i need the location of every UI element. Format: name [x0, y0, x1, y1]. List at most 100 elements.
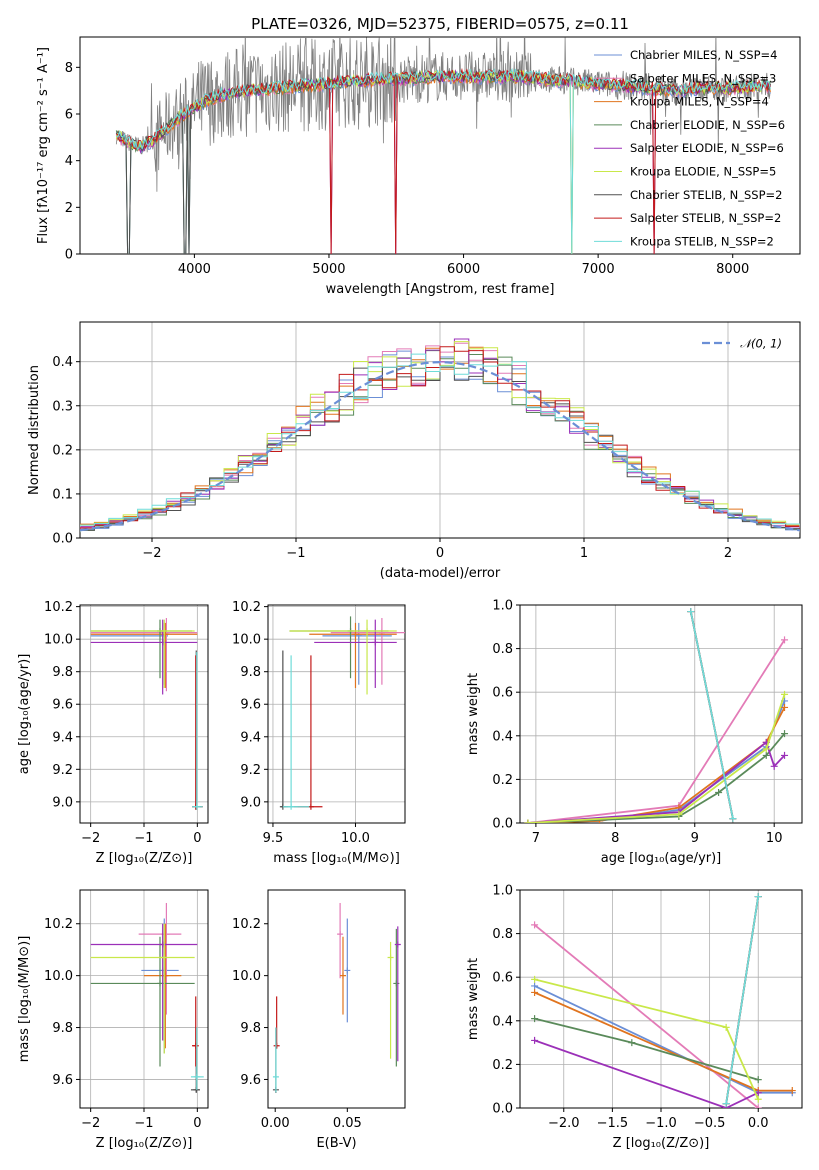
- series-point-salpeter_miles: [531, 921, 539, 929]
- y-tick-label: 10.2: [44, 600, 73, 615]
- x-tick-label: 2: [724, 546, 732, 561]
- y-axis-label: mass weight: [466, 673, 481, 755]
- data-point-kroupa_stelib: [193, 1073, 200, 1080]
- series-point-kroupa_elodie: [722, 1023, 730, 1031]
- y-tick-label: 10.2: [232, 600, 261, 615]
- series-point-kroupa_miles: [781, 703, 789, 711]
- data-point-chabrier_elodie: [157, 980, 163, 987]
- x-tick-label: 8: [611, 831, 619, 846]
- x-tick-label: −1: [134, 831, 153, 846]
- series-point-kroupa_elodie: [754, 1095, 762, 1103]
- y-axis-label: mass weight: [466, 958, 481, 1040]
- y-tick-label: 10.0: [232, 633, 261, 648]
- y-tick-label: 6: [65, 108, 73, 123]
- y-tick-label: 0.0: [492, 1102, 513, 1117]
- x-tick-label: 4000: [178, 262, 211, 277]
- y-axis-label: mass [log₁₀(M/M⊙)]: [17, 936, 32, 1063]
- x-tick-label: 10.0: [341, 831, 370, 846]
- x-tick-label: 9: [691, 831, 699, 846]
- y-tick-label: 9.8: [52, 1021, 73, 1036]
- series-point-chabrier_elodie: [781, 730, 789, 738]
- data-point-kroupa_miles: [162, 631, 169, 638]
- axes-frame: [267, 889, 406, 1109]
- x-tick-label: 8000: [716, 262, 749, 277]
- gaussian-reference-line: [80, 360, 800, 532]
- x-tick-label: −0.5: [694, 1116, 726, 1131]
- histograms: [80, 338, 800, 533]
- data-point-salpeter_elodie: [372, 639, 379, 646]
- series-point-salpeter_elodie: [770, 762, 778, 770]
- x-axis-label: Z [log₁₀(Z/Z⊙)]: [613, 1136, 710, 1151]
- y-tick-label: 0.0: [52, 532, 73, 547]
- y-axis-label: Flux [fλ10⁻¹⁷ erg cm⁻² s⁻¹ A⁻¹]: [36, 47, 51, 244]
- legend-label: Kroupa ELODIE, N_SSP=5: [630, 165, 776, 179]
- y-tick-label: 9.0: [240, 795, 261, 810]
- y-tick-label: 0.3: [52, 399, 73, 414]
- y-tick-label: 9.8: [52, 665, 73, 680]
- data-point-chabrier_miles: [344, 967, 351, 974]
- spectrum-lines: [115, 37, 771, 254]
- y-axis-label: age [log₁₀(age/yr)]: [17, 654, 32, 775]
- y-tick-label: 10.0: [44, 969, 73, 984]
- series-line-kroupa_stelib: [689, 611, 734, 819]
- x-axis-label: age [log₁₀(age/yr)]: [601, 851, 722, 866]
- y-tick-label: 9.4: [52, 730, 73, 745]
- y-tick-label: 0.8: [492, 642, 513, 657]
- series-line-chabrier_miles: [527, 700, 786, 823]
- x-tick-label: 0: [193, 1116, 201, 1131]
- data-point-kroupa_elodie: [161, 628, 168, 635]
- series-line-kroupa_elodie: [527, 694, 786, 823]
- x-tick-label: 0: [436, 546, 444, 561]
- y-tick-label: 9.6: [52, 1073, 73, 1088]
- x-tick-label: 7000: [582, 262, 615, 277]
- mass-vs-metallicity-panel: −2 −1 0 9.6 9.8 10.0 10.2 Z [log₁₀(Z/Z⊙)] mass […: [17, 889, 209, 1151]
- y-tick-label: 0.4: [492, 729, 513, 744]
- x-tick-label: 10: [766, 831, 783, 846]
- x-tick-label: −2: [81, 831, 100, 846]
- x-tick-label: 1: [580, 546, 588, 561]
- data-points: [90, 902, 204, 1093]
- legend-label: Chabrier MILES, N_SSP=4: [630, 48, 777, 62]
- series-line-chabrier_elodie: [527, 733, 786, 823]
- series-point-chabrier_elodie: [628, 1039, 636, 1047]
- data-point-kroupa_miles: [339, 972, 346, 979]
- data-point-salpeter_miles: [337, 931, 344, 938]
- series-point-kroupa_elodie: [531, 975, 539, 983]
- y-tick-label: 0.0: [492, 817, 513, 832]
- data-point-salpeter_stelib: [192, 1042, 199, 1049]
- spectrum-panel: 4000 5000 6000 7000 8000 0 2 4 6 8 wavelength [Ang…: [36, 36, 801, 297]
- series-line-chabrier_miles: [534, 985, 793, 1094]
- legend-label: Chabrier ELODIE, N_SSP=6: [630, 118, 785, 132]
- series-lines: [531, 893, 796, 1108]
- x-tick-label: −1.5: [597, 1116, 629, 1131]
- age-vs-mass-panel: 9.5 10.0 9.0 9.2 9.4 9.6 9.8 10.0 10.2 mass [log₁…: [232, 600, 406, 866]
- y-tick-label: 0.2: [492, 773, 513, 788]
- axes-frame: [519, 604, 803, 824]
- series-point-kroupa_stelib: [722, 1100, 730, 1108]
- y-tick-label: 0.4: [492, 1014, 513, 1029]
- axes-frame: [79, 36, 801, 255]
- series-line-salpeter_elodie: [534, 1039, 759, 1108]
- data-point-kroupa_miles: [162, 972, 169, 979]
- series-point-kroupa_stelib: [687, 608, 695, 616]
- y-tick-label: 9.4: [240, 730, 261, 745]
- y-tick-label: 10.2: [232, 917, 261, 932]
- series-point-kroupa_stelib: [729, 815, 737, 823]
- data-point-kroupa_miles: [352, 631, 359, 638]
- y-tick-label: 9.0: [52, 795, 73, 810]
- massweight-vs-metallicity-panel: −2.0 −1.5 −1.0 −0.5 0.0 0.0 0.2 0.4 0.6 0.8 1.0 Z […: [466, 884, 803, 1151]
- data-point-kroupa_stelib: [272, 1073, 279, 1080]
- axes-frame: [267, 604, 406, 824]
- x-tick-label: −2.0: [548, 1116, 580, 1131]
- x-tick-label: 0.0: [748, 1116, 769, 1131]
- x-axis-label: wavelength [Angstrom, rest frame]: [326, 282, 555, 297]
- y-tick-label: 1.0: [492, 884, 513, 899]
- residual-histogram-panel: −2 −1 0 1 2 0.0 0.1 0.2 0.3 0.4 (data-model)/error…: [27, 321, 801, 581]
- y-tick-label: 1.0: [492, 599, 513, 614]
- legend-label: Salpeter ELODIE, N_SSP=6: [630, 141, 784, 155]
- y-tick-label: 10.0: [232, 969, 261, 984]
- x-tick-label: 7: [532, 831, 540, 846]
- y-tick-label: 9.8: [240, 665, 261, 680]
- legend-label: Salpeter STELIB, N_SSP=2: [630, 211, 781, 225]
